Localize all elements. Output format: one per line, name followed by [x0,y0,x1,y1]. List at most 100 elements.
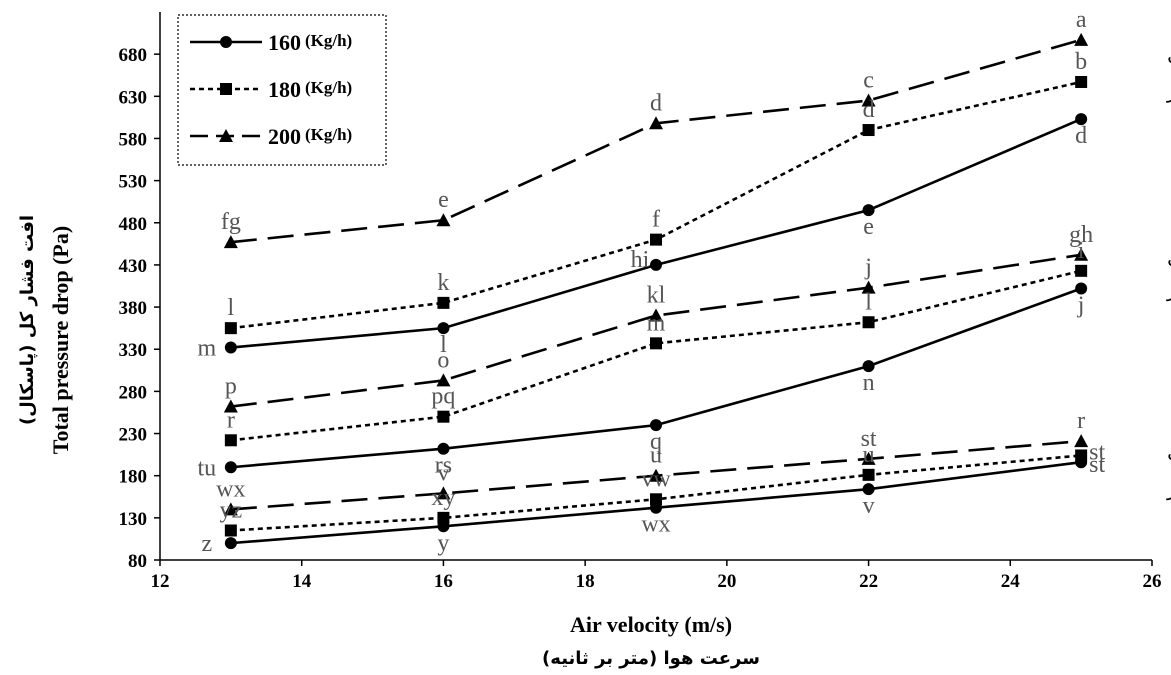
circle-marker [224,341,237,354]
y-tick-label: 530 [119,172,148,193]
triangle-marker [436,213,451,227]
significance-letter: pq [431,384,455,410]
significance-letter: d [863,97,875,123]
significance-letter: b [1075,49,1087,75]
square-marker [862,124,875,137]
y-tick-label: 280 [119,382,148,403]
circle-marker [862,204,875,217]
significance-letter: hi [631,247,650,273]
significance-letter: q [650,429,662,455]
square-marker [224,322,237,335]
y-tick-label: 230 [119,425,148,446]
significance-letter: fg [221,209,241,235]
length-label-6m-line2: ۶ متر [1166,79,1171,103]
triangle-marker [1074,434,1089,448]
triangle-marker [1074,247,1089,261]
significance-letter: m [198,336,217,362]
triangle-marker [223,235,238,249]
series-2m-200 [223,434,1089,516]
significance-letter: r [227,407,235,433]
length-label-2m-line2: ۲ متر [1166,477,1171,501]
square-marker [437,511,450,524]
significance-letter: xy [431,485,455,511]
series-4m-160 [224,282,1088,474]
legend-entry-180: 180 (Kg/h) [190,77,352,102]
legend-unit: (Kg/h) [305,125,352,144]
y-axis-title: Total pressure drop (Pa) [48,226,73,454]
significance-letter: u [863,442,875,468]
significance-letter: st [1089,439,1105,465]
significance-letter: vw [641,466,671,492]
length-label-4m-line1: طول [1167,244,1171,268]
significance-letter: p [225,374,237,400]
triangle-marker [861,280,876,294]
significance-letter: y [437,530,449,556]
significance-letter: l [440,332,447,358]
significance-letter: i [1078,238,1085,264]
x-tick-label: 24 [1001,571,1021,592]
series-4m-200 [223,247,1089,413]
legend-square-marker [220,83,232,95]
circle-marker [224,461,237,474]
significance-letter: r [1077,408,1085,434]
triangle-marker [223,502,238,516]
triangle-marker [861,451,876,465]
y-tick-label: 180 [119,467,148,488]
significance-letter: j [1077,293,1085,319]
x-tick-label: 14 [292,571,312,592]
y-tick-label: 480 [119,214,148,235]
square-marker [1075,264,1088,277]
significance-letter: d [1075,123,1087,149]
circle-marker [1075,113,1088,126]
circle-marker [1075,282,1088,295]
legend-unit: (Kg/h) [305,31,352,50]
triangle-marker [649,468,663,482]
significance-letter: v [863,493,875,519]
significance-letter: e [863,214,874,240]
y-tick-label: 580 [119,129,148,150]
square-marker [650,337,662,350]
triangle-marker [649,116,663,130]
triangle-marker [436,373,451,387]
x-axis-title: Air velocity (m/s) [570,612,732,637]
x-axis-title-persian: سرعت هوا (متر بر ثانیه) [542,648,760,669]
triangle-marker [223,399,238,413]
significance-letter: e [438,187,449,213]
significance-letter: z [202,531,213,557]
significance-letter: k [437,270,449,296]
legend-triangle-marker [219,129,233,142]
square-marker [1075,449,1088,462]
triangle-marker [649,308,663,322]
square-marker [650,233,662,246]
square-marker [437,410,450,423]
y-axis-title-persian: افت فشار کل (پاسکال) [17,215,38,425]
series-layer [223,32,1089,550]
circle-marker [650,419,662,432]
x-tick-label: 20 [717,571,736,592]
significance-letter: v [437,460,449,486]
y-tick-label: 80 [128,551,147,572]
length-group-labels: طول ۶ متر طول ۴ متر طول ۲ متر [1166,41,1171,501]
square-marker [650,493,662,506]
circle-marker [437,322,450,335]
legend: 160 (Kg/h)180 (Kg/h)200 (Kg/h) [177,14,387,166]
significance-letter: l [228,295,235,321]
series-6m-160 [224,113,1088,354]
square-marker [1075,75,1088,88]
significance-letter: f [652,207,660,233]
significance-letter: st [861,426,877,452]
series-2m-180 [224,449,1088,537]
x-tick-label: 18 [576,571,595,592]
significance-letter: u [650,443,662,469]
legend-label: 200 [268,124,301,149]
significance-letter: o [437,347,449,373]
square-marker [862,468,875,481]
significance-letter: j [864,255,872,281]
legend-label: 180 [268,77,301,102]
significance-letter: l [865,289,872,315]
significance-letter: rs [435,453,452,479]
series-6m-180 [224,75,1088,335]
circle-marker [862,360,875,373]
significance-letter: kl [647,283,666,309]
